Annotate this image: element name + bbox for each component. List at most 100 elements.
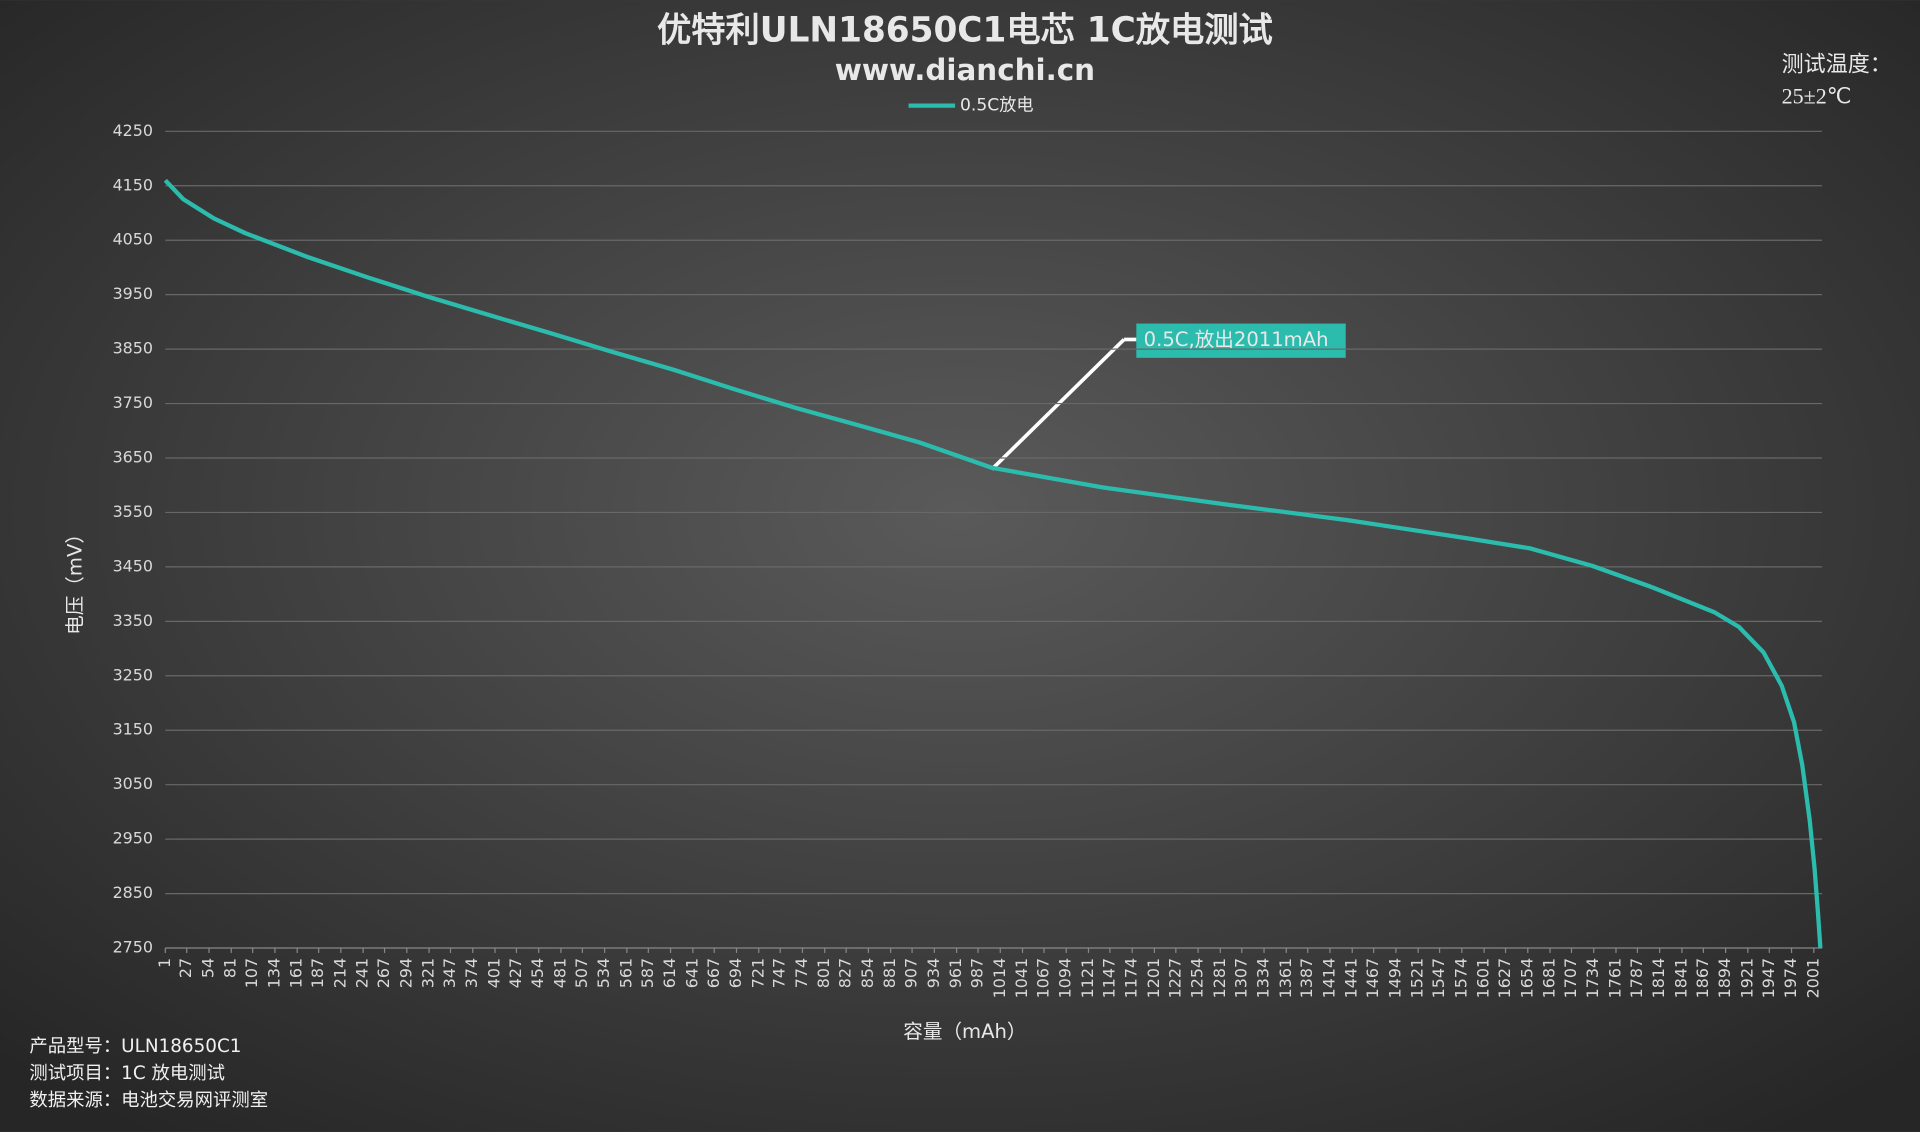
footer-line: 数据来源：电池交易网评测室 (29, 1090, 268, 1111)
x-tick-label: 2001 (1803, 958, 1822, 998)
x-tick-label: 1921 (1737, 958, 1756, 998)
x-tick-label: 1201 (1144, 958, 1163, 998)
x-tick-label: 1574 (1451, 958, 1470, 998)
y-tick-label: 3450 (113, 556, 153, 575)
legend-label: 0.5C放电 (960, 96, 1033, 116)
x-tick-label: 481 (550, 958, 569, 988)
x-tick-label: 1974 (1781, 958, 1800, 998)
x-tick-label: 1734 (1583, 958, 1602, 998)
x-tick-label: 1067 (1033, 958, 1052, 998)
y-tick-label: 3950 (113, 284, 153, 303)
x-tick-label: 1441 (1342, 958, 1361, 998)
x-tick-label: 1814 (1649, 958, 1668, 998)
x-tick-label: 1761 (1605, 958, 1624, 998)
x-tick-label: 107 (242, 958, 261, 988)
x-tick-label: 774 (792, 958, 811, 988)
note: 测试温度： (1782, 51, 1892, 76)
annotation-box (1136, 323, 1346, 358)
y-tick-label: 2950 (113, 829, 153, 848)
footer-line: 产品型号：ULN18650C1 (29, 1036, 241, 1057)
x-tick-label: 187 (308, 958, 327, 988)
y-tick-label: 3750 (113, 393, 153, 412)
x-tick-label: 267 (374, 958, 393, 988)
x-tick-label: 1014 (990, 958, 1009, 998)
y-tick-label: 2750 (113, 938, 153, 957)
x-tick-label: 1254 (1188, 958, 1207, 998)
y-tick-label: 4250 (113, 121, 153, 140)
x-tick-label: 561 (616, 958, 635, 988)
x-tick-label: 694 (726, 958, 745, 988)
x-tick-label: 294 (396, 958, 415, 988)
x-tick-label: 881 (880, 958, 899, 988)
x-tick-label: 374 (462, 958, 481, 988)
x-tick-label: 1227 (1165, 958, 1184, 998)
footer-line: 测试项目：1C 放电测试 (29, 1063, 225, 1084)
y-tick-label: 3050 (113, 774, 153, 793)
x-tick-label: 1281 (1210, 958, 1229, 998)
x-tick-label: 1174 (1122, 958, 1141, 998)
annotation: 0.5C,放出2011mAh (1144, 328, 1329, 351)
x-tick-label: 241 (353, 958, 372, 988)
x-tick-label: 1121 (1078, 958, 1097, 998)
x-tick-label: 1787 (1627, 958, 1646, 998)
y-axis-title: 电压（mV） (63, 524, 86, 635)
x-tick-label: 1707 (1561, 958, 1580, 998)
y-tick-label: 3550 (113, 502, 153, 521)
y-tick-label: 3250 (113, 665, 153, 684)
y-tick-label: 4050 (113, 230, 153, 249)
x-tick-label: 614 (660, 958, 679, 988)
x-tick-label: 907 (902, 958, 921, 988)
x-tick-label: 1414 (1319, 958, 1338, 998)
x-tick-label: 587 (638, 958, 657, 988)
x-tick-label: 1 (155, 958, 174, 968)
x-tick-label: 401 (485, 958, 504, 988)
y-tick-label: 2850 (113, 883, 153, 902)
x-axis-title: 容量（mAh） (903, 1020, 1026, 1043)
x-tick-label: 934 (924, 958, 943, 988)
data-line (163, 178, 1823, 949)
x-tick-label: 1867 (1693, 958, 1712, 998)
x-tick-label: 427 (506, 958, 525, 988)
x-tick-label: 1601 (1474, 958, 1493, 998)
x-tick-label: 347 (440, 958, 459, 988)
x-tick-label: 1307 (1231, 958, 1250, 998)
x-tick-label: 1547 (1429, 958, 1448, 998)
leader-line (990, 338, 1126, 471)
x-tick-label: 801 (814, 958, 833, 988)
x-tick-label: 1894 (1715, 958, 1734, 998)
y-tick-label: 3850 (113, 339, 153, 358)
y-tick-label: 3350 (113, 611, 153, 630)
x-tick-label: 1361 (1276, 958, 1295, 998)
x-tick-label: 827 (836, 958, 855, 988)
x-tick-label: 1494 (1385, 958, 1404, 998)
x-tick-label: 1521 (1408, 958, 1427, 998)
x-tick-label: 1841 (1671, 958, 1690, 998)
y-tick-label: 3650 (113, 447, 153, 466)
x-tick-label: 1094 (1056, 958, 1075, 998)
chart-title: 优特利ULN18650C1电芯 1C放电测试 (657, 11, 1273, 51)
x-tick-label: 454 (528, 958, 547, 988)
x-tick-label: 1334 (1254, 958, 1273, 998)
x-tick-label: 27 (176, 958, 195, 978)
x-tick-label: 1041 (1012, 958, 1031, 998)
x-tick-label: 721 (748, 958, 767, 988)
note: 25±2℃ (1782, 83, 1852, 108)
chart-subtitle: www.dianchi.cn (835, 53, 1095, 87)
x-tick-label: 161 (287, 958, 306, 988)
x-tick-label: 747 (770, 958, 789, 988)
x-tick-label: 54 (198, 958, 217, 978)
y-tick-label: 3150 (113, 720, 153, 739)
x-tick-label: 1147 (1099, 958, 1118, 998)
x-tick-label: 1627 (1495, 958, 1514, 998)
x-tick-label: 321 (419, 958, 438, 988)
x-tick-label: 641 (682, 958, 701, 988)
x-tick-label: 961 (946, 958, 965, 988)
x-tick-label: 854 (858, 958, 877, 988)
x-tick-label: 534 (594, 958, 613, 988)
x-tick-label: 1654 (1517, 958, 1536, 998)
x-tick-label: 1387 (1297, 958, 1316, 998)
x-tick-label: 214 (330, 958, 349, 988)
x-tick-label: 1681 (1540, 958, 1559, 998)
y-tick-label: 4150 (113, 175, 153, 194)
